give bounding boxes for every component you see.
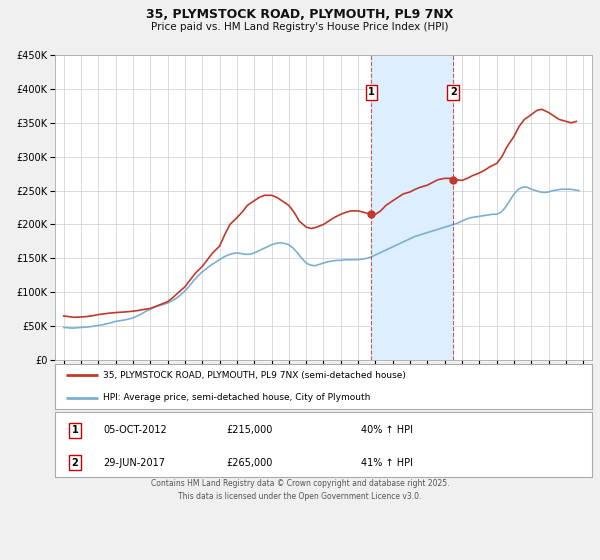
Text: 41% ↑ HPI: 41% ↑ HPI — [361, 458, 413, 468]
Text: £265,000: £265,000 — [227, 458, 273, 468]
Text: 2: 2 — [71, 458, 78, 468]
Text: 35, PLYMSTOCK ROAD, PLYMOUTH, PL9 7NX: 35, PLYMSTOCK ROAD, PLYMOUTH, PL9 7NX — [146, 8, 454, 21]
Bar — [371, 55, 453, 360]
Text: HPI: Average price, semi-detached house, City of Plymouth: HPI: Average price, semi-detached house,… — [103, 393, 371, 402]
Text: Contains HM Land Registry data © Crown copyright and database right 2025.
This d: Contains HM Land Registry data © Crown c… — [151, 479, 449, 501]
Text: 29-JUN-2017: 29-JUN-2017 — [103, 458, 166, 468]
Text: Price paid vs. HM Land Registry's House Price Index (HPI): Price paid vs. HM Land Registry's House … — [151, 22, 449, 32]
Text: £215,000: £215,000 — [227, 425, 273, 435]
Text: 1: 1 — [368, 87, 375, 97]
Text: 35, PLYMSTOCK ROAD, PLYMOUTH, PL9 7NX (semi-detached house): 35, PLYMSTOCK ROAD, PLYMOUTH, PL9 7NX (s… — [103, 371, 406, 380]
Text: 40% ↑ HPI: 40% ↑ HPI — [361, 425, 413, 435]
Text: 05-OCT-2012: 05-OCT-2012 — [103, 425, 167, 435]
Text: 1: 1 — [71, 425, 78, 435]
Text: 2: 2 — [450, 87, 457, 97]
